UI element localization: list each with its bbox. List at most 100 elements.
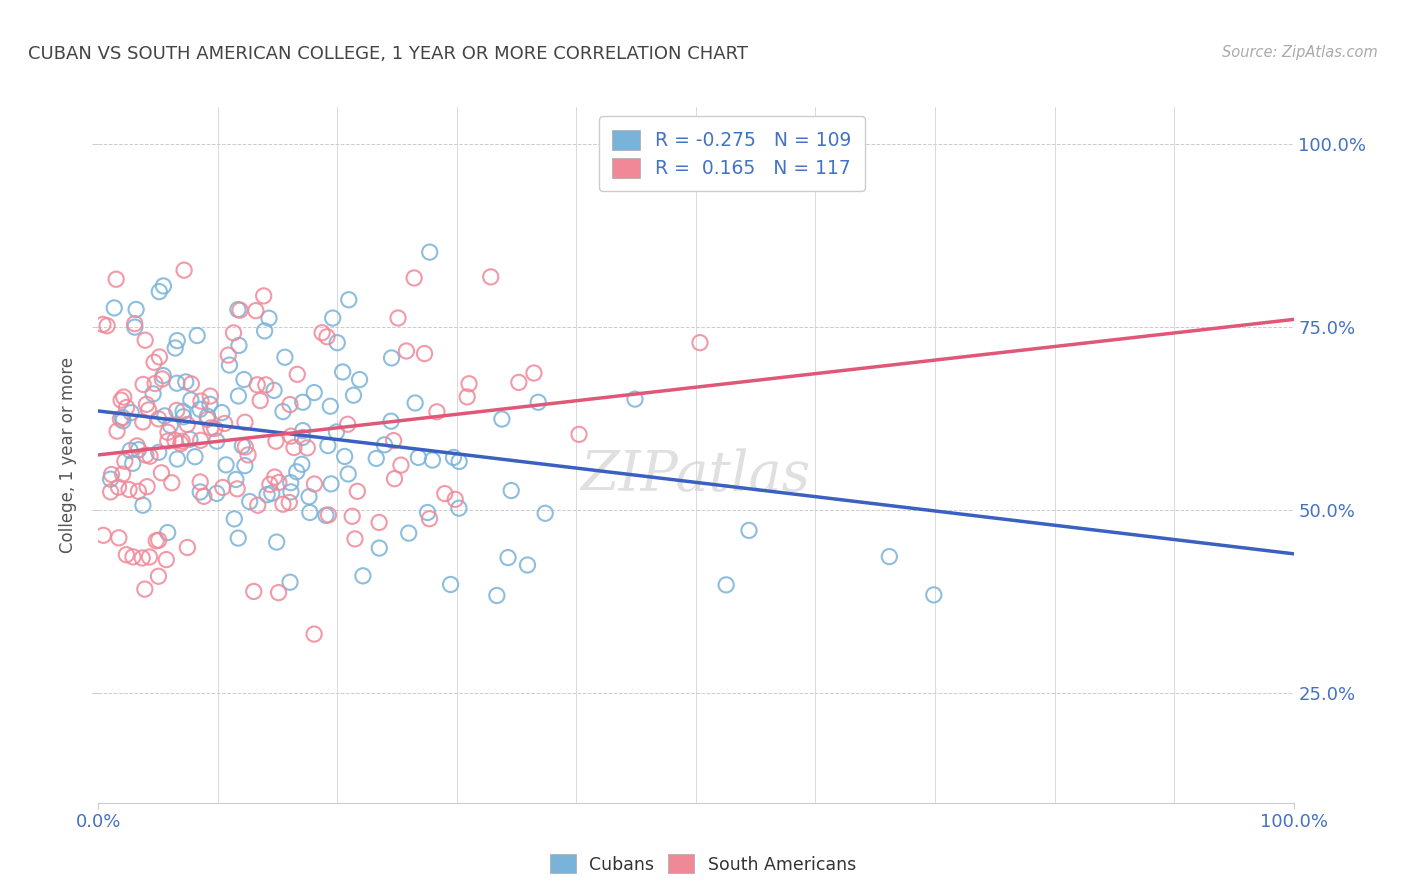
Point — [226, 302, 249, 317]
Point — [298, 506, 321, 520]
Point — [211, 406, 233, 420]
Point — [131, 551, 153, 566]
Point — [166, 334, 188, 348]
Point — [233, 458, 256, 473]
Point — [217, 348, 239, 362]
Point — [298, 490, 321, 504]
Point — [132, 377, 155, 392]
Point — [193, 489, 215, 503]
Point — [278, 398, 301, 412]
Point — [368, 516, 391, 530]
Point — [173, 263, 195, 277]
Point — [496, 550, 519, 565]
Point — [326, 335, 349, 350]
Point — [218, 358, 240, 372]
Point — [491, 412, 513, 426]
Point — [245, 303, 267, 318]
Point — [256, 488, 278, 502]
Point — [226, 482, 249, 496]
Point — [148, 285, 170, 299]
Point — [568, 427, 591, 442]
Point — [440, 577, 463, 591]
Point — [153, 409, 176, 423]
Point — [316, 439, 339, 453]
Point — [527, 395, 550, 409]
Point — [121, 456, 143, 470]
Point — [236, 448, 259, 462]
Point — [485, 589, 508, 603]
Point — [118, 483, 141, 497]
Point — [156, 434, 179, 449]
Point — [239, 494, 262, 508]
Point — [105, 272, 128, 286]
Point — [180, 392, 202, 407]
Point — [120, 443, 142, 458]
Point — [404, 271, 426, 285]
Point — [418, 512, 440, 526]
Point — [398, 526, 420, 541]
Point — [311, 326, 333, 340]
Legend: Cubans, South Americans: Cubans, South Americans — [544, 849, 862, 879]
Point — [285, 465, 308, 479]
Point — [148, 533, 170, 548]
Point — [260, 486, 283, 500]
Point — [138, 549, 160, 564]
Point — [211, 481, 233, 495]
Point — [254, 377, 277, 392]
Point — [458, 376, 481, 391]
Point — [332, 365, 354, 379]
Point — [132, 498, 155, 512]
Point — [135, 397, 157, 411]
Point — [228, 338, 250, 352]
Point — [115, 401, 138, 415]
Point — [501, 483, 523, 498]
Point — [278, 575, 301, 590]
Point — [125, 439, 148, 453]
Point — [120, 406, 142, 420]
Point — [127, 484, 149, 499]
Point — [150, 466, 173, 480]
Point — [180, 376, 202, 391]
Point — [176, 417, 198, 432]
Point — [229, 303, 252, 318]
Point — [337, 467, 360, 481]
Point — [264, 434, 287, 449]
Point — [316, 330, 339, 344]
Point — [200, 389, 222, 403]
Text: ZIPatlas: ZIPatlas — [581, 449, 811, 503]
Point — [111, 410, 134, 425]
Point — [148, 445, 170, 459]
Point — [105, 424, 128, 438]
Point — [349, 373, 371, 387]
Point — [444, 492, 467, 507]
Point — [267, 585, 290, 599]
Point — [233, 373, 256, 387]
Point — [443, 450, 465, 465]
Point — [302, 627, 325, 641]
Point — [188, 402, 211, 417]
Point — [195, 412, 218, 426]
Point — [124, 317, 146, 331]
Point — [188, 485, 211, 500]
Point — [267, 475, 290, 490]
Point — [197, 409, 219, 424]
Point — [291, 430, 314, 444]
Point — [184, 450, 207, 464]
Point — [315, 508, 337, 523]
Point — [110, 393, 132, 408]
Point — [148, 569, 170, 583]
Y-axis label: College, 1 year or more: College, 1 year or more — [59, 357, 77, 553]
Point — [110, 412, 132, 426]
Point — [165, 341, 187, 355]
Point — [291, 395, 314, 409]
Point — [150, 372, 173, 386]
Point — [380, 414, 402, 428]
Point — [225, 473, 247, 487]
Legend: R = -0.275   N = 109, R =  0.165   N = 117: R = -0.275 N = 109, R = 0.165 N = 117 — [599, 117, 865, 191]
Point — [200, 421, 222, 435]
Point — [228, 389, 250, 403]
Point — [523, 366, 546, 380]
Point — [233, 415, 256, 429]
Point — [190, 434, 212, 448]
Point — [333, 450, 356, 464]
